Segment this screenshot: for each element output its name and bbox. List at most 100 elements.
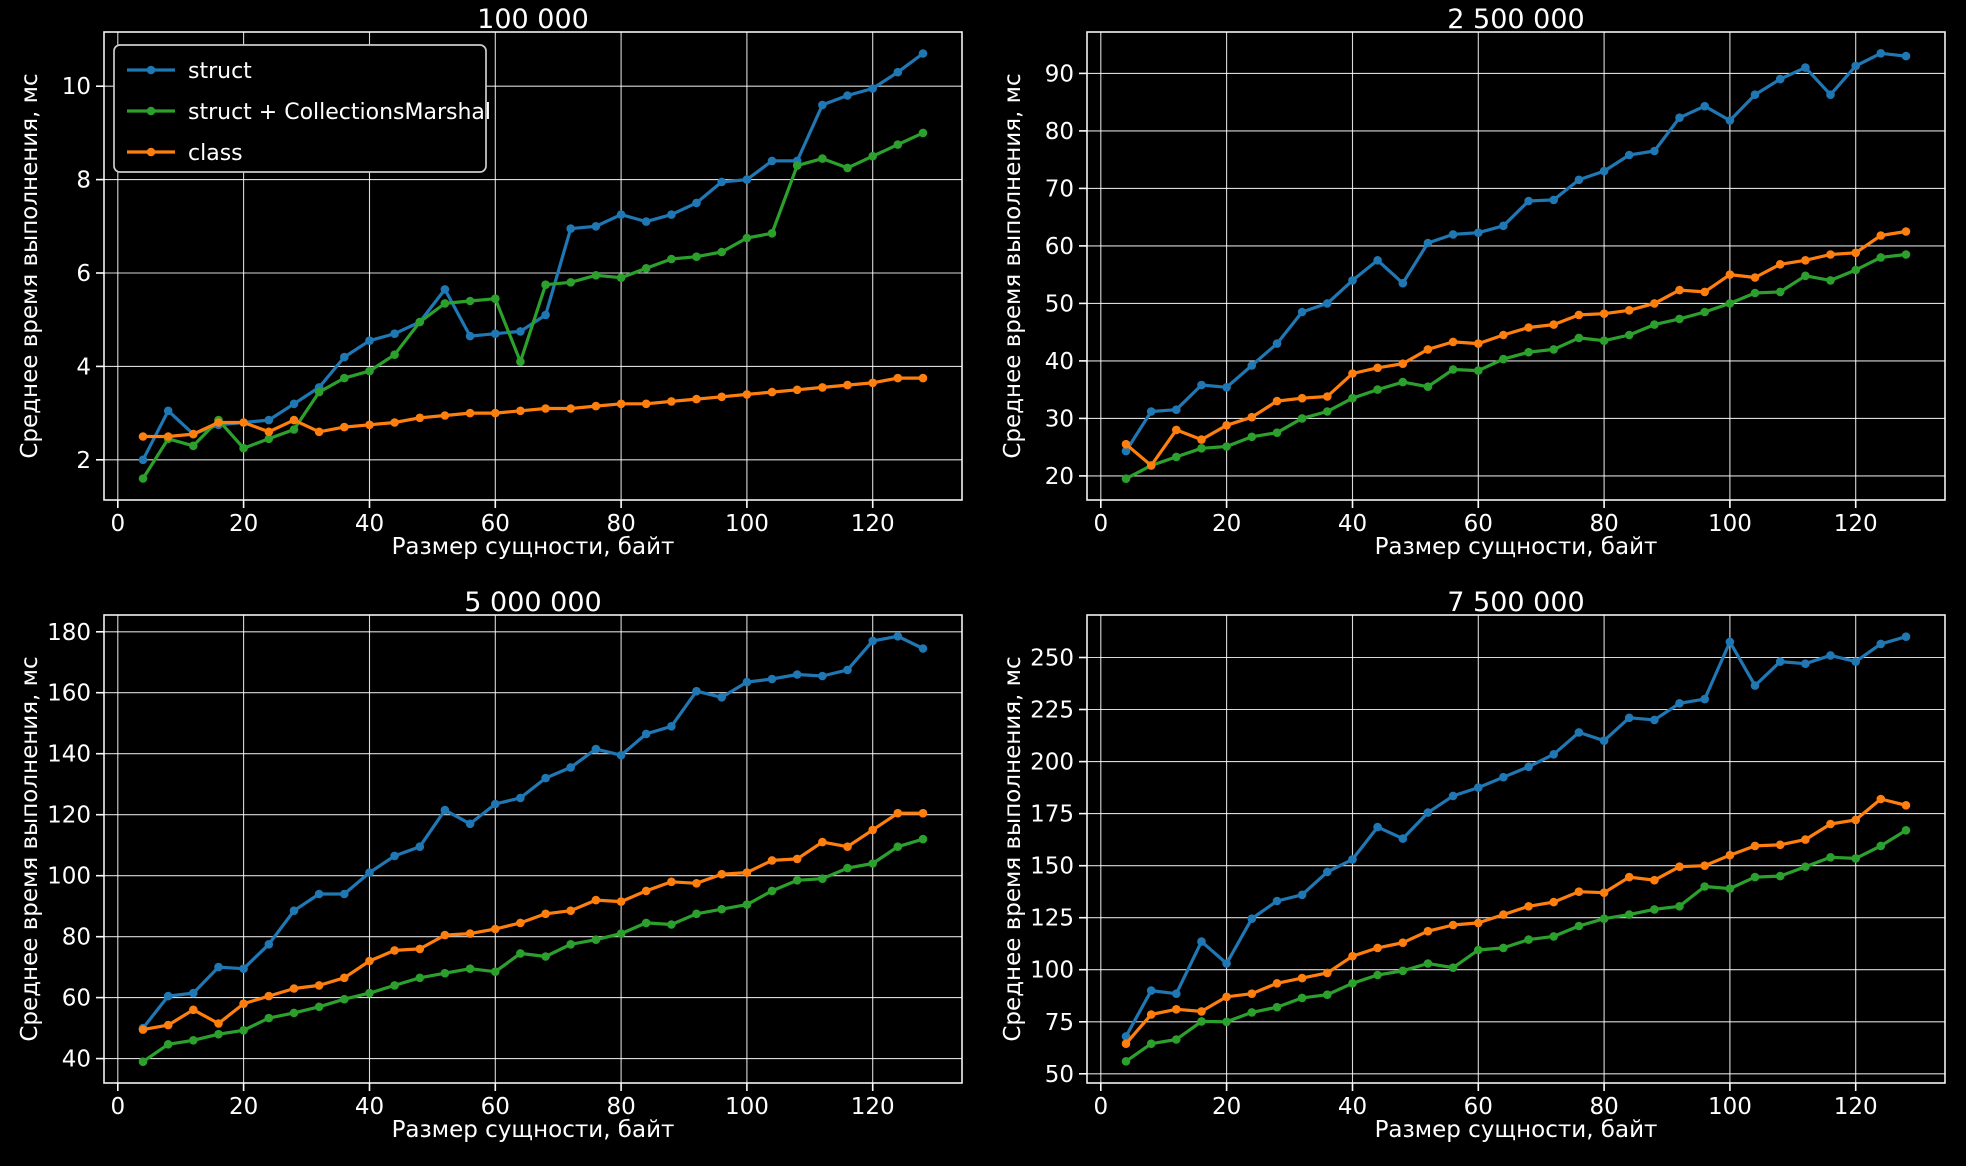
data-point [163,406,173,416]
data-point [1172,989,1181,998]
chart-cell-7500000: 0 20 40 60 80 100 120 50 75 100 125 150 175 200 225 250… [983,583,1966,1166]
data-point [1524,902,1533,911]
data-point [1650,715,1659,725]
data-point [390,350,399,360]
data-point [1121,474,1131,484]
data-point [918,128,928,138]
data-point [289,906,299,915]
x-tick-label: 0 [1093,511,1108,537]
data-point [818,874,827,883]
data-point [1323,990,1332,999]
data-point [1272,979,1282,988]
data-point [591,222,601,231]
data-point [1801,659,1810,668]
data-point [1725,850,1735,860]
data-point [1423,238,1433,248]
y-tick-label: 50 [1045,291,1074,317]
data-point [1222,421,1231,430]
data-point [440,285,450,294]
data-point [1549,195,1558,205]
y-tick-label: 20 [1045,464,1074,490]
data-point [1197,444,1206,453]
data-point [340,352,349,362]
y-axis-label: Среднее время выполнения, мс [17,656,43,1042]
data-point [1499,943,1508,953]
data-point [314,387,324,397]
data-point [440,968,450,978]
data-point [1197,937,1206,946]
y-tick-label: 120 [47,803,91,829]
data-point [1197,380,1206,390]
data-point [1222,959,1231,968]
series-class [1121,794,1911,1048]
data-point [516,793,525,803]
data-point [1348,393,1357,403]
data-point [742,900,752,909]
y-tick-label: 175 [1030,802,1074,828]
data-point [1675,699,1684,708]
data-point [289,425,299,434]
data-point [465,929,475,938]
data-point [591,935,601,944]
legend-box [113,44,487,173]
data-point [1574,728,1584,737]
data-point [641,264,651,273]
y-tick-label: 125 [1030,906,1074,932]
y-axis-label: Среднее время выполнения, мс [1000,73,1026,459]
data-point [767,886,777,896]
data-point [314,889,324,899]
data-point [163,1040,173,1049]
data-point [918,49,928,58]
tick-labels: 0 20 40 60 80 100 120 2 4 6 8 10 [62,74,895,537]
data-point [1146,461,1156,470]
data-point [641,399,651,409]
series-line [141,376,925,439]
data-point [566,906,575,915]
data-point [189,1005,198,1015]
data-point [465,964,475,973]
data-point [1448,963,1458,972]
data-point [1247,412,1257,422]
data-point [893,842,903,851]
data-point [868,378,877,388]
data-point [1574,921,1584,931]
data-point [1272,1002,1282,1012]
data-point [264,1013,274,1023]
data-point [1574,175,1584,185]
data-point [641,729,651,739]
data-point [1574,310,1584,320]
chart-cell-5000000: 0 20 40 60 80 100 120 40 60 80 100 120 140 160 180 5 0… [0,583,983,1166]
data-point [591,271,601,280]
series-struct-CollectionsMarshal [1121,826,1911,1066]
data-point [1826,276,1835,285]
data-point [692,686,701,696]
data-point [365,988,374,998]
data-point [189,988,198,998]
data-point [1348,951,1357,961]
data-point [1247,432,1257,442]
series-line [1124,797,1908,1046]
data-point [1499,910,1508,919]
data-point [667,254,676,264]
data-point [541,280,550,290]
data-point [1876,253,1886,262]
data-point [1650,146,1659,156]
data-point [1348,369,1357,378]
data-point [742,868,752,877]
series-struct-CollectionsMarshal [138,128,928,483]
data-point [1121,1032,1131,1041]
data-point [214,1029,223,1039]
data-point [1474,945,1483,955]
data-point [138,1025,148,1034]
data-point [541,909,550,919]
data-point [365,956,374,966]
y-tick-label: 40 [1045,349,1074,375]
data-point [818,154,827,163]
data-point [465,296,475,306]
data-point [1851,248,1860,258]
data-point [566,940,575,949]
data-point [1222,442,1231,451]
data-point [1775,871,1785,881]
data-point [1599,736,1609,745]
data-point [1775,840,1785,850]
